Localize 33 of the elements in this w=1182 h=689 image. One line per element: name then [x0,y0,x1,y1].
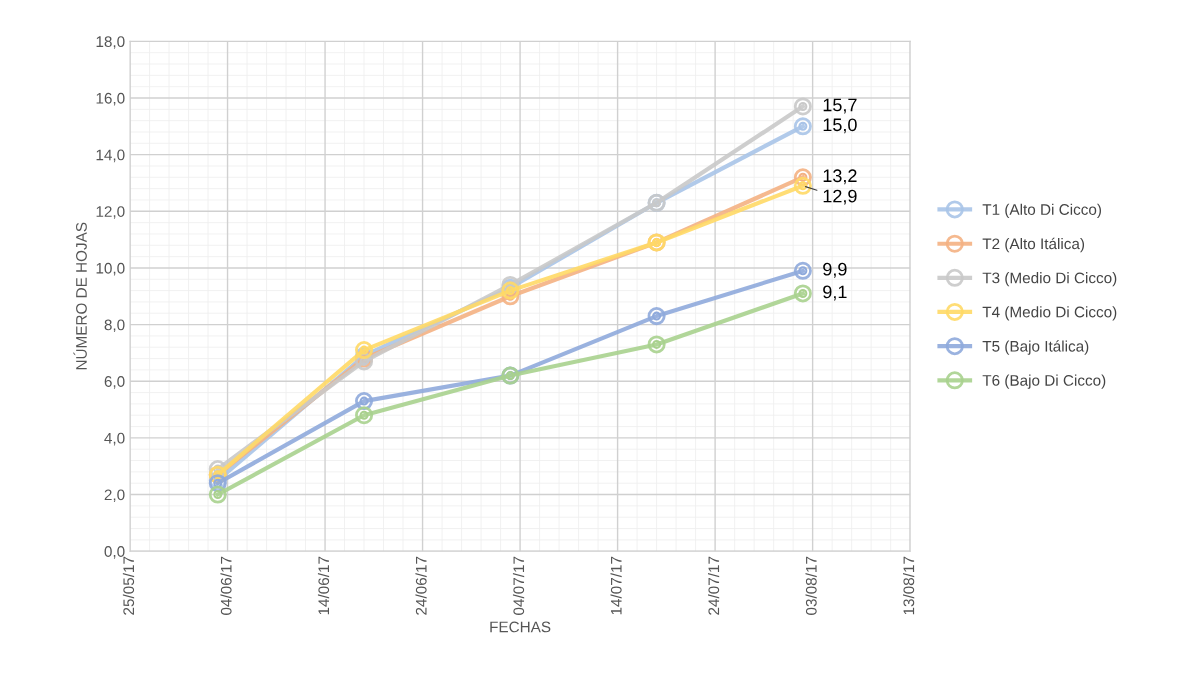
y-tick-label: 6,0 [104,376,125,389]
x-tick-label: 04/07/17 [512,556,525,615]
x-tick-label: 14/06/17 [317,556,330,615]
y-tick-label: 10,0 [96,262,125,276]
legend-label: T4 (Medio Di Cicco) [982,306,1117,321]
y-tick-label: 16,0 [96,92,125,106]
data-label: 9,9 [823,262,847,278]
data-label: 15,7 [823,98,857,114]
y-axis-title: NÚMERO DE HOJAS [73,222,87,370]
x-tick-label: 04/06/17 [220,556,232,615]
x-tick-label: 24/07/17 [707,556,720,615]
legend-label: T2 (Alto Itálica) [982,237,1085,253]
y-tick-label: 18,0 [96,36,125,49]
y-tick-label: 2,0 [104,489,125,503]
y-tick-label: 4,0 [104,432,125,446]
x-tick-label: 13/08/17 [903,556,915,615]
y-tick-label: 8,0 [104,319,125,333]
data-label: 15,0 [823,118,857,134]
data-label: 9,1 [823,285,847,301]
x-tick-label: 25/05/17 [122,556,135,615]
legend-label: T5 (Bajo Itálica) [982,340,1089,355]
legend-label: T3 (Medio Di Cicco) [982,272,1117,287]
x-tick-label: 03/08/17 [805,556,817,615]
x-tick-label: 14/07/17 [610,556,622,615]
legend-label: T1 (Alto Di Cicco) [982,203,1102,218]
y-tick-label: 12,0 [96,206,125,219]
data-label: 12,9 [823,189,857,205]
legend-label: T6 (Bajo Di Cicco) [982,374,1106,389]
x-tick-label: 24/06/17 [415,556,427,615]
data-label: 13,2 [823,169,857,185]
y-tick-label: 0,0 [104,546,125,559]
x-axis-title: FECHAS [490,621,551,633]
y-tick-label: 14,0 [96,149,125,163]
